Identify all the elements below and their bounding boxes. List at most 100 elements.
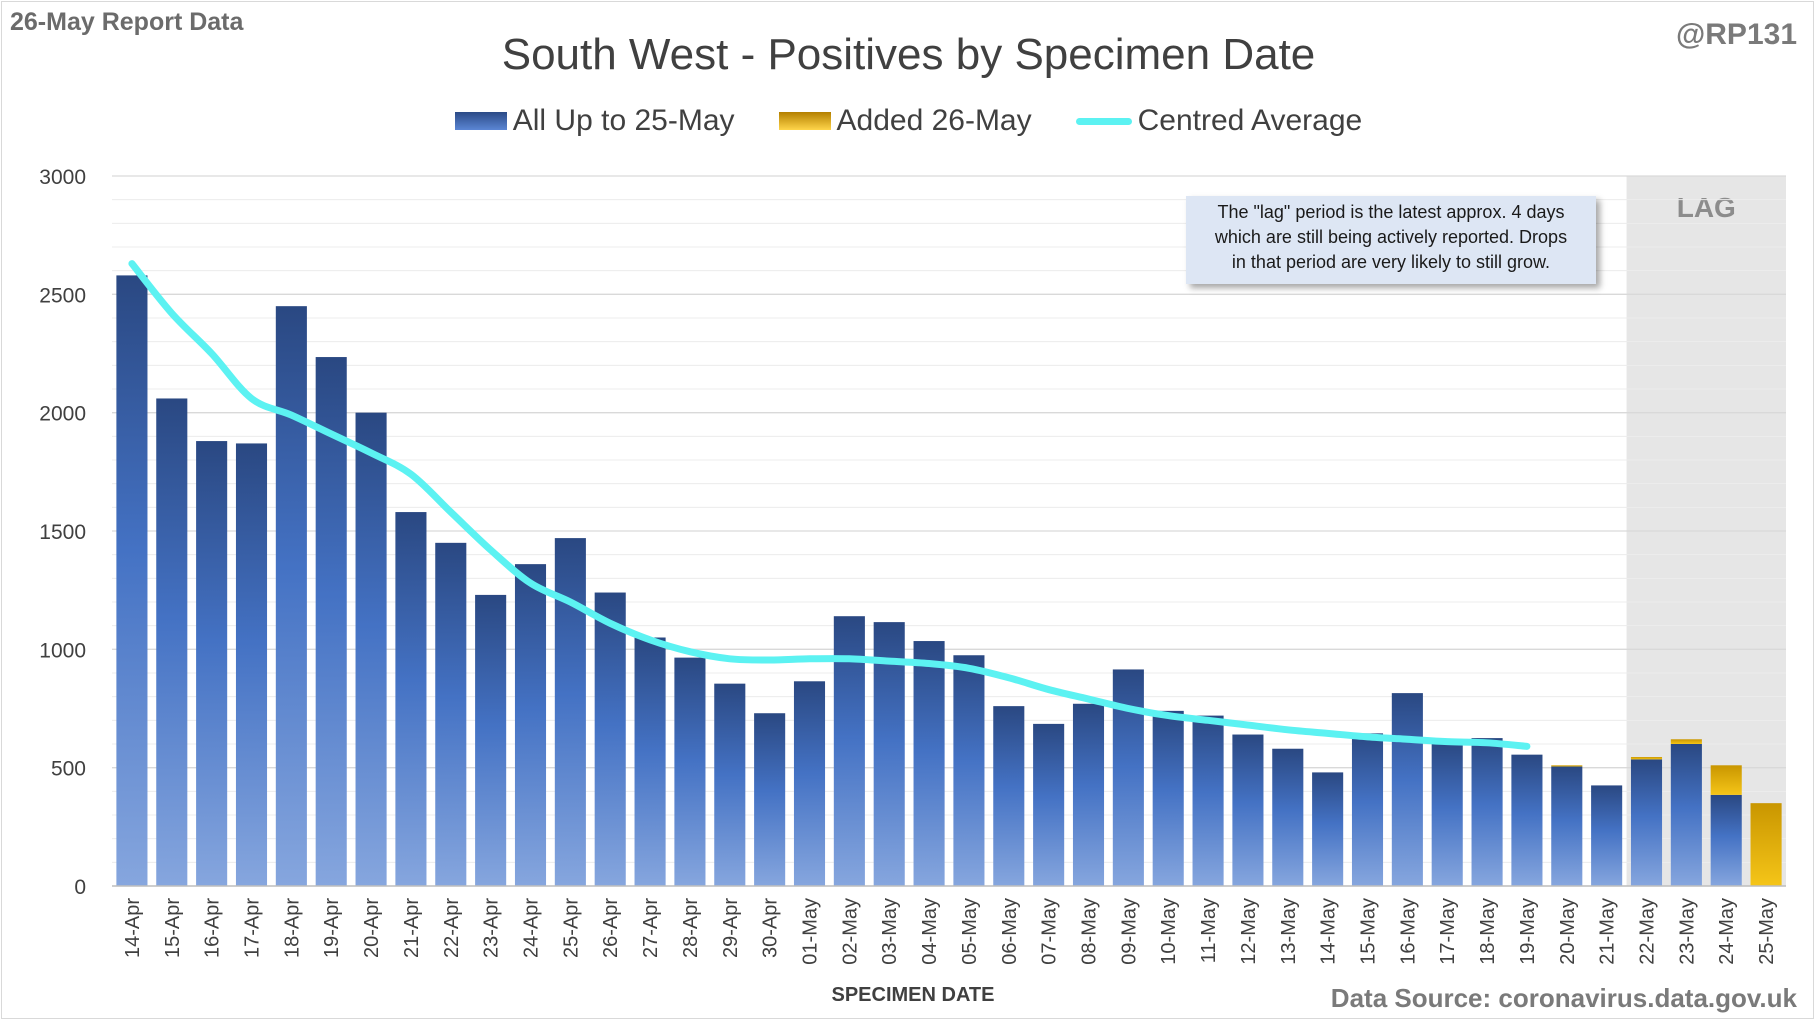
bar-existing bbox=[913, 641, 945, 886]
bar-existing bbox=[275, 306, 307, 887]
x-tick-label: 14-Apr bbox=[122, 898, 144, 958]
bar-existing bbox=[1431, 742, 1463, 886]
bar-existing bbox=[116, 275, 148, 886]
legend-swatch-average bbox=[1075, 117, 1132, 125]
centred-average-line bbox=[128, 260, 1531, 750]
x-tick-label: 15-Apr bbox=[162, 898, 184, 958]
bar-existing bbox=[634, 637, 666, 886]
bar-existing bbox=[1112, 669, 1144, 886]
lag-note-line-2: which are still being actively reported.… bbox=[1214, 227, 1568, 247]
x-axis-title: SPECIMEN DATE bbox=[831, 984, 995, 1006]
bar-existing bbox=[315, 357, 347, 886]
legend-label-added: Added 26-May bbox=[836, 104, 1032, 137]
x-tick-label: 25-Apr bbox=[560, 898, 582, 958]
y-tick-label: 1000 bbox=[39, 639, 86, 662]
bar-added bbox=[1630, 757, 1663, 760]
x-tick-label: 06-May bbox=[999, 898, 1021, 965]
x-tick-label: 29-Apr bbox=[720, 898, 742, 958]
y-tick-label: 2000 bbox=[39, 403, 86, 426]
bar-existing bbox=[395, 512, 427, 886]
y-tick-label: 2500 bbox=[39, 284, 86, 307]
legend-label-existing: All Up to 25-May bbox=[512, 104, 735, 137]
bar-existing bbox=[1630, 759, 1663, 886]
y-tick-label: 0 bbox=[74, 876, 86, 899]
chart-title: South West - Positives by Specimen Date bbox=[501, 30, 1316, 79]
x-tick-label: 16-May bbox=[1397, 898, 1419, 965]
bar-existing bbox=[674, 657, 706, 886]
x-tick-label: 23-Apr bbox=[481, 898, 503, 958]
x-tick-label: 22-Apr bbox=[441, 898, 463, 958]
chart-legend: All Up to 25-May Added 26-May Centred Av… bbox=[0, 104, 1817, 138]
x-tick-label: 18-May bbox=[1477, 898, 1499, 965]
y-tick-label: 500 bbox=[51, 758, 86, 781]
bar-existing bbox=[355, 412, 387, 886]
x-tick-label: 10-May bbox=[1158, 898, 1180, 965]
data-source-label: Data Source: coronavirus.data.gov.uk bbox=[1330, 983, 1797, 1013]
x-tick-label: 25-May bbox=[1756, 898, 1778, 965]
x-tick-label: 12-May bbox=[1238, 898, 1260, 965]
x-tick-label: 05-May bbox=[959, 898, 981, 965]
lag-note-line-3: in that period are very likely to still … bbox=[1231, 252, 1551, 272]
bar-existing bbox=[793, 681, 826, 886]
report-date-label: 26-May Report Data bbox=[10, 8, 244, 36]
x-tick-label: 20-May bbox=[1557, 898, 1579, 965]
y-tick-label: 1500 bbox=[39, 521, 86, 544]
x-tick-label: 22-May bbox=[1637, 898, 1659, 965]
bar-existing bbox=[475, 594, 507, 886]
bar-added bbox=[1551, 765, 1583, 767]
lag-note-line-1: The "lag" period is the latest approx. 4… bbox=[1217, 202, 1565, 222]
legend-label-average: Centred Average bbox=[1137, 104, 1363, 137]
bar-existing bbox=[1272, 748, 1304, 886]
x-tick-label: 15-May bbox=[1358, 898, 1380, 965]
bar-added bbox=[1750, 803, 1782, 886]
x-tick-label: 24-Apr bbox=[521, 898, 543, 958]
x-tick-label: 19-May bbox=[1517, 898, 1539, 965]
author-handle: @RP131 bbox=[1676, 18, 1797, 51]
x-tick-label: 14-May bbox=[1318, 898, 1340, 965]
bar-existing bbox=[1710, 794, 1742, 886]
bar-existing bbox=[1152, 710, 1184, 886]
x-tick-label: 03-May bbox=[879, 898, 901, 965]
x-tick-label: 27-Apr bbox=[640, 898, 662, 958]
bar-existing bbox=[1192, 715, 1224, 886]
x-tick-label: 23-May bbox=[1676, 898, 1698, 965]
x-tick-label: 26-Apr bbox=[600, 898, 622, 958]
bar-existing bbox=[435, 542, 467, 886]
bar-existing bbox=[514, 564, 547, 886]
x-tick-label: 24-May bbox=[1716, 898, 1738, 965]
bar-existing bbox=[235, 443, 268, 886]
x-tick-label: 21-Apr bbox=[401, 898, 423, 958]
x-tick-label: 17-May bbox=[1437, 898, 1459, 965]
bar-existing bbox=[1591, 785, 1623, 886]
y-tick-label: 3000 bbox=[39, 166, 86, 189]
x-tick-label: 07-May bbox=[1039, 898, 1061, 965]
x-tick-label: 30-Apr bbox=[760, 898, 782, 958]
bar-added bbox=[1710, 765, 1742, 795]
bar-existing bbox=[714, 683, 746, 886]
bar-existing bbox=[1670, 744, 1702, 886]
x-tick-label: 08-May bbox=[1079, 898, 1101, 965]
bar-existing bbox=[156, 398, 188, 886]
x-tick-label: 11-May bbox=[1198, 898, 1220, 963]
bar-existing bbox=[594, 592, 626, 886]
bar-existing bbox=[1471, 738, 1503, 886]
x-tick-label: 19-Apr bbox=[321, 898, 343, 958]
legend-item-existing: All Up to 25-May bbox=[454, 104, 735, 138]
lag-label: LAG bbox=[1677, 192, 1736, 223]
x-tick-label: 01-May bbox=[800, 898, 822, 965]
x-tick-label: 17-Apr bbox=[242, 898, 264, 958]
x-tick-label: 09-May bbox=[1118, 898, 1140, 965]
x-tick-label: 02-May bbox=[839, 898, 861, 965]
bar-existing bbox=[1511, 754, 1543, 886]
bar-existing bbox=[1312, 772, 1344, 886]
bar-existing bbox=[1391, 693, 1423, 886]
bar-existing bbox=[993, 706, 1025, 886]
bar-existing bbox=[873, 622, 905, 886]
bar-existing bbox=[554, 538, 586, 886]
x-tick-label: 20-Apr bbox=[361, 898, 383, 958]
legend-swatch-existing bbox=[454, 112, 507, 130]
x-tick-label: 21-May bbox=[1597, 898, 1619, 965]
legend-item-average: Centred Average bbox=[1075, 104, 1363, 138]
